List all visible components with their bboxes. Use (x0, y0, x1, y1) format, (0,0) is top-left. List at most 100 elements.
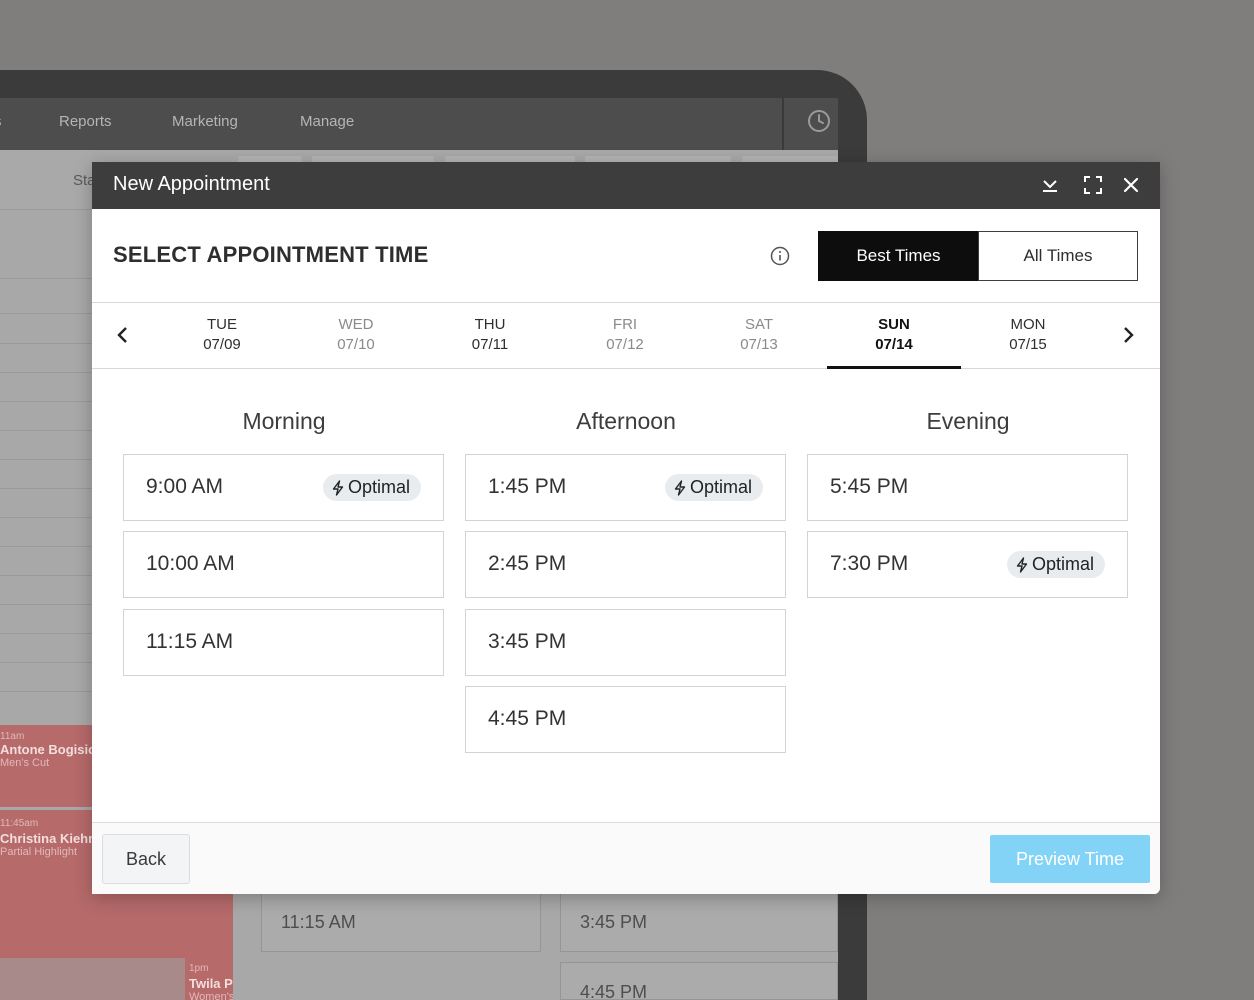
appointment-service: Men's Cut (0, 757, 50, 769)
slot-time: 1:45 PM (488, 475, 567, 498)
appointment-block[interactable] (185, 958, 233, 1000)
day-selector: TUE 07/09 WED 07/10 THU 07/11 FRI 07/12 … (92, 303, 1160, 369)
bolt-icon (674, 479, 686, 496)
nav-item-marketing[interactable]: Marketing (172, 113, 238, 130)
grid-line (0, 488, 92, 489)
grid-line (0, 691, 92, 692)
grid-line (0, 517, 92, 518)
calendar-column-header (0, 150, 92, 210)
slot-time: 9:00 AM (146, 475, 224, 498)
back-button[interactable]: Back (102, 834, 190, 884)
time-slot[interactable]: 11:15 AM (123, 609, 444, 676)
day-name: MON (1010, 316, 1046, 333)
day-name: FRI (612, 316, 638, 333)
header-tab-ghost (742, 156, 838, 164)
appointment-block[interactable] (0, 958, 185, 1000)
day-name: TUE (207, 316, 237, 333)
time-slot[interactable]: 9:00 AM Optimal (123, 454, 444, 521)
grid-line (0, 430, 92, 431)
grid-line (0, 401, 92, 402)
grid-line (0, 209, 92, 210)
grid-line (0, 278, 92, 279)
day-tab-wed[interactable]: WED 07/10 (289, 303, 423, 369)
optimal-badge: Optimal (322, 474, 421, 501)
all-times-toggle[interactable]: All Times (978, 231, 1138, 281)
time-slot[interactable]: 5:45 PM (807, 454, 1128, 521)
grid-line (0, 546, 92, 547)
day-tab-thu[interactable]: THU 07/11 (423, 303, 557, 369)
header-tab-ghost (585, 156, 731, 164)
info-icon[interactable] (769, 245, 791, 267)
day-name: SAT (744, 316, 774, 333)
nav-item-partial[interactable]: s (0, 113, 2, 130)
close-icon[interactable] (1120, 174, 1142, 196)
grid-line (0, 372, 92, 373)
bg-time-slot[interactable]: 11:15 AM (261, 892, 541, 952)
section-title: SELECT APPOINTMENT TIME (113, 242, 429, 267)
appointment-service: Women's (189, 991, 233, 1000)
afternoon-heading: Afternoon (576, 408, 676, 434)
time-slot[interactable]: 4:45 PM (465, 686, 786, 753)
day-date: 07/09 (203, 336, 241, 353)
slot-time: 5:45 PM (830, 475, 909, 498)
day-date: 07/15 (1009, 336, 1047, 353)
preview-time-button[interactable]: Preview Time (990, 835, 1150, 883)
grid-line (0, 575, 92, 576)
header-tab-ghost (445, 156, 575, 164)
time-slot[interactable]: 10:00 AM (123, 531, 444, 598)
bolt-icon (332, 479, 344, 496)
day-tab-mon[interactable]: MON 07/15 (961, 303, 1095, 369)
time-slot[interactable]: 3:45 PM (465, 609, 786, 676)
day-tab-sun[interactable]: SUN 07/14 (827, 303, 961, 369)
clock-icon[interactable] (807, 109, 831, 133)
slot-time: 4:45 PM (488, 707, 567, 730)
chevron-left-icon[interactable] (111, 323, 135, 347)
optimal-badge: Optimal (1006, 551, 1105, 578)
time-slot[interactable]: 7:30 PM Optimal (807, 531, 1128, 598)
day-tab-tue[interactable]: TUE 07/09 (155, 303, 289, 369)
time-selection-header: SELECT APPOINTMENT TIME Best Times All T… (92, 209, 1160, 303)
bg-time-slot[interactable]: 3:45 PM (560, 892, 838, 952)
grid-line (0, 633, 92, 634)
grid-line (0, 313, 92, 314)
nav-item-reports[interactable]: Reports (59, 113, 112, 130)
app-top-nav (0, 98, 838, 150)
appointment-block[interactable] (0, 725, 92, 807)
grid-line (0, 343, 92, 344)
optimal-badge: Optimal (664, 474, 763, 501)
day-date: 07/12 (606, 336, 644, 353)
expand-icon[interactable] (1082, 174, 1104, 196)
day-tab-fri[interactable]: FRI 07/12 (558, 303, 692, 369)
grid-line (0, 604, 92, 605)
nav-item-manage[interactable]: Manage (300, 113, 355, 130)
day-date: 07/14 (875, 336, 913, 353)
column-head-label: Sta (73, 172, 96, 189)
appointment-client: Twila Pf (189, 976, 233, 991)
grid-line (0, 459, 92, 460)
appointment-client: Antone Bogisich (0, 742, 104, 757)
evening-heading: Evening (926, 408, 1010, 434)
modal-footer: Back Preview Time (92, 822, 1160, 894)
day-tab-sat[interactable]: SAT 07/13 (692, 303, 826, 369)
day-name: SUN (878, 316, 910, 333)
bg-time-slot[interactable]: 4:45 PM (560, 962, 838, 1000)
slot-time: 10:00 AM (146, 552, 235, 575)
best-times-toggle[interactable]: Best Times (818, 231, 979, 281)
slot-time: 11:15 AM (146, 630, 234, 653)
day-date: 07/11 (471, 336, 509, 353)
appointment-service: Partial Highlight (0, 846, 78, 858)
grid-line (0, 662, 92, 663)
time-slot[interactable]: 2:45 PM (465, 531, 786, 598)
badge-label: Optimal (347, 477, 410, 497)
modal-titlebar: New Appointment (92, 162, 1160, 209)
appointment-time: 11:45am (0, 818, 39, 829)
modal-title: New Appointment (113, 173, 270, 195)
appointment-time: 11am (0, 731, 25, 742)
minimize-icon[interactable] (1039, 174, 1061, 196)
time-slot[interactable]: 1:45 PM Optimal (465, 454, 786, 521)
chevron-right-icon[interactable] (1116, 323, 1140, 347)
header-tab-ghost (312, 156, 434, 164)
header-tab-ghost (238, 156, 302, 164)
morning-heading: Morning (242, 408, 326, 434)
bolt-icon (1016, 556, 1028, 573)
